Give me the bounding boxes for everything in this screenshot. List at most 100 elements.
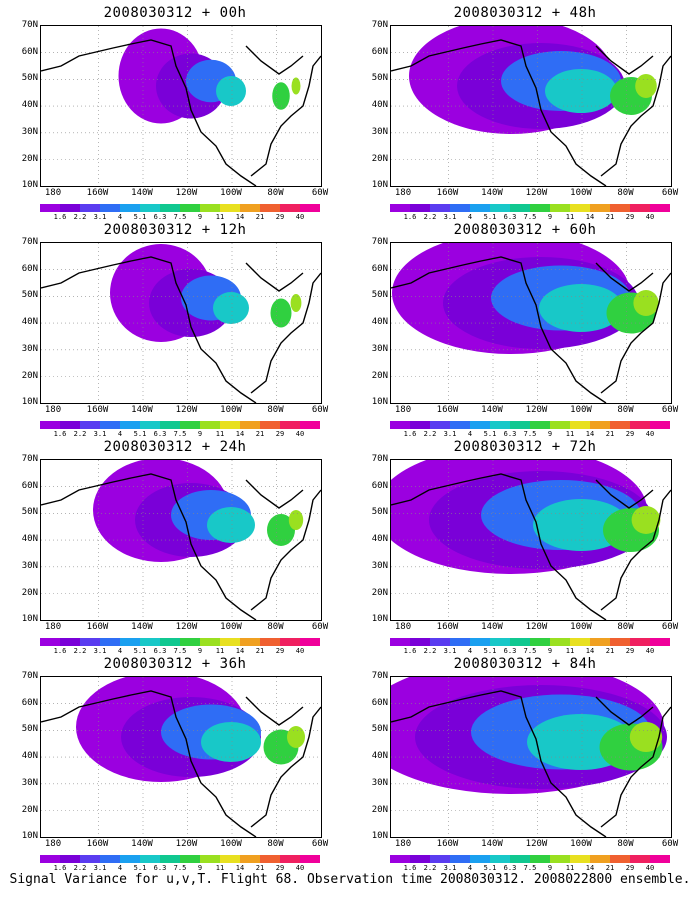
latitude-label: 70N xyxy=(371,20,388,30)
colorbar-swatch xyxy=(80,638,100,646)
variance-contour xyxy=(633,290,659,316)
latitude-label: 70N xyxy=(21,20,38,30)
colorbar-label: 1.6 xyxy=(53,213,67,221)
colorbar-swatch xyxy=(390,638,410,646)
colorbar-swatch xyxy=(200,204,220,212)
colorbar-label: 3.1 xyxy=(93,430,107,438)
colorbar-label: 5.1 xyxy=(483,647,497,655)
latitude-label: 60N xyxy=(21,697,38,708)
colorbar-label: 29 xyxy=(275,430,285,438)
latitude-label: 30N xyxy=(21,343,38,354)
colorbar-swatch xyxy=(60,204,80,212)
colorbar-swatch xyxy=(120,638,140,646)
variance-contour xyxy=(290,294,302,312)
latitude-label: 60N xyxy=(21,46,38,57)
colorbar-label: 11 xyxy=(565,213,575,221)
latitude-label: 40N xyxy=(21,100,38,111)
colorbar-label: 40 xyxy=(295,864,305,872)
latitude-label: 40N xyxy=(371,100,388,111)
colorbar-label: 14 xyxy=(235,864,245,872)
latitude-label: 10N xyxy=(371,614,388,625)
colorbar-label: 6.3 xyxy=(153,647,167,655)
longitude-label: 100W xyxy=(570,839,592,849)
colorbar-swatch xyxy=(60,638,80,646)
colorbar-label: 7.5 xyxy=(523,864,537,872)
longitude-label: 180 xyxy=(44,839,62,849)
longitude-label: 120W xyxy=(175,405,198,415)
colorbar-label: 29 xyxy=(275,647,285,655)
colorbar-label: 3.1 xyxy=(443,213,457,221)
colorbar-label: 40 xyxy=(645,430,655,438)
colorbar-label: 5.1 xyxy=(133,213,147,221)
colorbar-swatch xyxy=(180,638,200,646)
colorbar-swatch xyxy=(410,638,430,646)
colorbar-label: 14 xyxy=(235,213,245,221)
colorbar-swatch xyxy=(300,638,320,646)
colorbar-swatch xyxy=(280,638,300,646)
colorbar-swatch xyxy=(430,421,450,429)
variance-map xyxy=(40,25,322,187)
colorbar-swatch xyxy=(590,204,610,212)
colorbar-swatch xyxy=(390,855,410,863)
colorbar-label: 4 xyxy=(117,647,123,655)
colorbar-label: 1.6 xyxy=(403,647,417,655)
colorbar-label: 4 xyxy=(117,864,123,872)
colorbar-labels: 1.6 2.2 3.1 4 5.1 6.3 7.5 9 11 14 21 29 40 xyxy=(390,213,670,223)
colorbar-label: 2.2 xyxy=(423,213,437,221)
colorbar-label: 5.1 xyxy=(133,647,147,655)
colorbar-label: 5.1 xyxy=(133,864,147,872)
colorbar-swatch xyxy=(470,421,490,429)
colorbar-labels: 1.6 2.2 3.1 4 5.1 6.3 7.5 9 11 14 21 29 40 xyxy=(40,864,320,874)
longitude-label: 160W xyxy=(86,405,109,415)
colorbar-label: 9 xyxy=(197,430,203,438)
latitude-label: 40N xyxy=(21,534,38,545)
longitude-label: 80W xyxy=(267,405,284,415)
colorbar-label: 9 xyxy=(197,864,203,872)
variance-contour xyxy=(270,298,292,328)
colorbar-label: 4 xyxy=(117,430,123,438)
colorbar-label: 3.1 xyxy=(443,430,457,438)
colorbar-swatch xyxy=(100,855,120,863)
variance-map xyxy=(390,459,672,621)
longitude-label: 100W xyxy=(570,188,592,198)
latitude-label: 30N xyxy=(21,126,38,137)
colorbar-labels: 1.6 2.2 3.1 4 5.1 6.3 7.5 9 11 14 21 29 40 xyxy=(390,430,670,440)
latitude-label: 70N xyxy=(21,454,38,464)
latitude-label: 30N xyxy=(21,777,38,788)
colorbar-swatch xyxy=(450,638,470,646)
colorbar-label: 2.2 xyxy=(423,647,437,655)
colorbar xyxy=(40,421,320,429)
longitude-label: 180 xyxy=(44,622,62,632)
colorbar-swatch xyxy=(530,855,550,863)
latitude-label: 70N xyxy=(371,454,388,464)
colorbar-label: 3.1 xyxy=(443,647,457,655)
colorbar-label: 14 xyxy=(235,647,245,655)
latitude-label: 40N xyxy=(371,534,388,545)
colorbar-label: 21 xyxy=(255,864,265,872)
colorbar-label: 1.6 xyxy=(53,430,67,438)
colorbar-label: 6.3 xyxy=(503,213,517,221)
colorbar-swatch xyxy=(610,638,630,646)
colorbar-labels: 1.6 2.2 3.1 4 5.1 6.3 7.5 9 11 14 21 29 40 xyxy=(40,647,320,657)
colorbar-label: 9 xyxy=(547,647,553,655)
colorbar-swatch xyxy=(220,204,240,212)
coastline xyxy=(41,256,321,403)
colorbar-swatch xyxy=(280,855,300,863)
colorbar-label: 21 xyxy=(605,430,615,438)
colorbar-swatch xyxy=(80,855,100,863)
colorbar-label: 1.6 xyxy=(53,864,67,872)
variance-map xyxy=(40,676,322,838)
colorbar-swatch xyxy=(450,855,470,863)
colorbar-swatch xyxy=(430,855,450,863)
longitude-label: 60W xyxy=(311,188,329,198)
colorbar-swatch xyxy=(60,855,80,863)
latitude-label: 10N xyxy=(371,180,388,191)
latitude-label: 20N xyxy=(21,370,38,381)
colorbar-label: 3.1 xyxy=(93,213,107,221)
latitude-label: 40N xyxy=(21,751,38,762)
colorbar-label: 4 xyxy=(467,430,473,438)
colorbar-swatch xyxy=(390,204,410,212)
variance-contour xyxy=(539,284,623,332)
colorbar-swatch xyxy=(470,638,490,646)
colorbar-label: 11 xyxy=(215,864,225,872)
